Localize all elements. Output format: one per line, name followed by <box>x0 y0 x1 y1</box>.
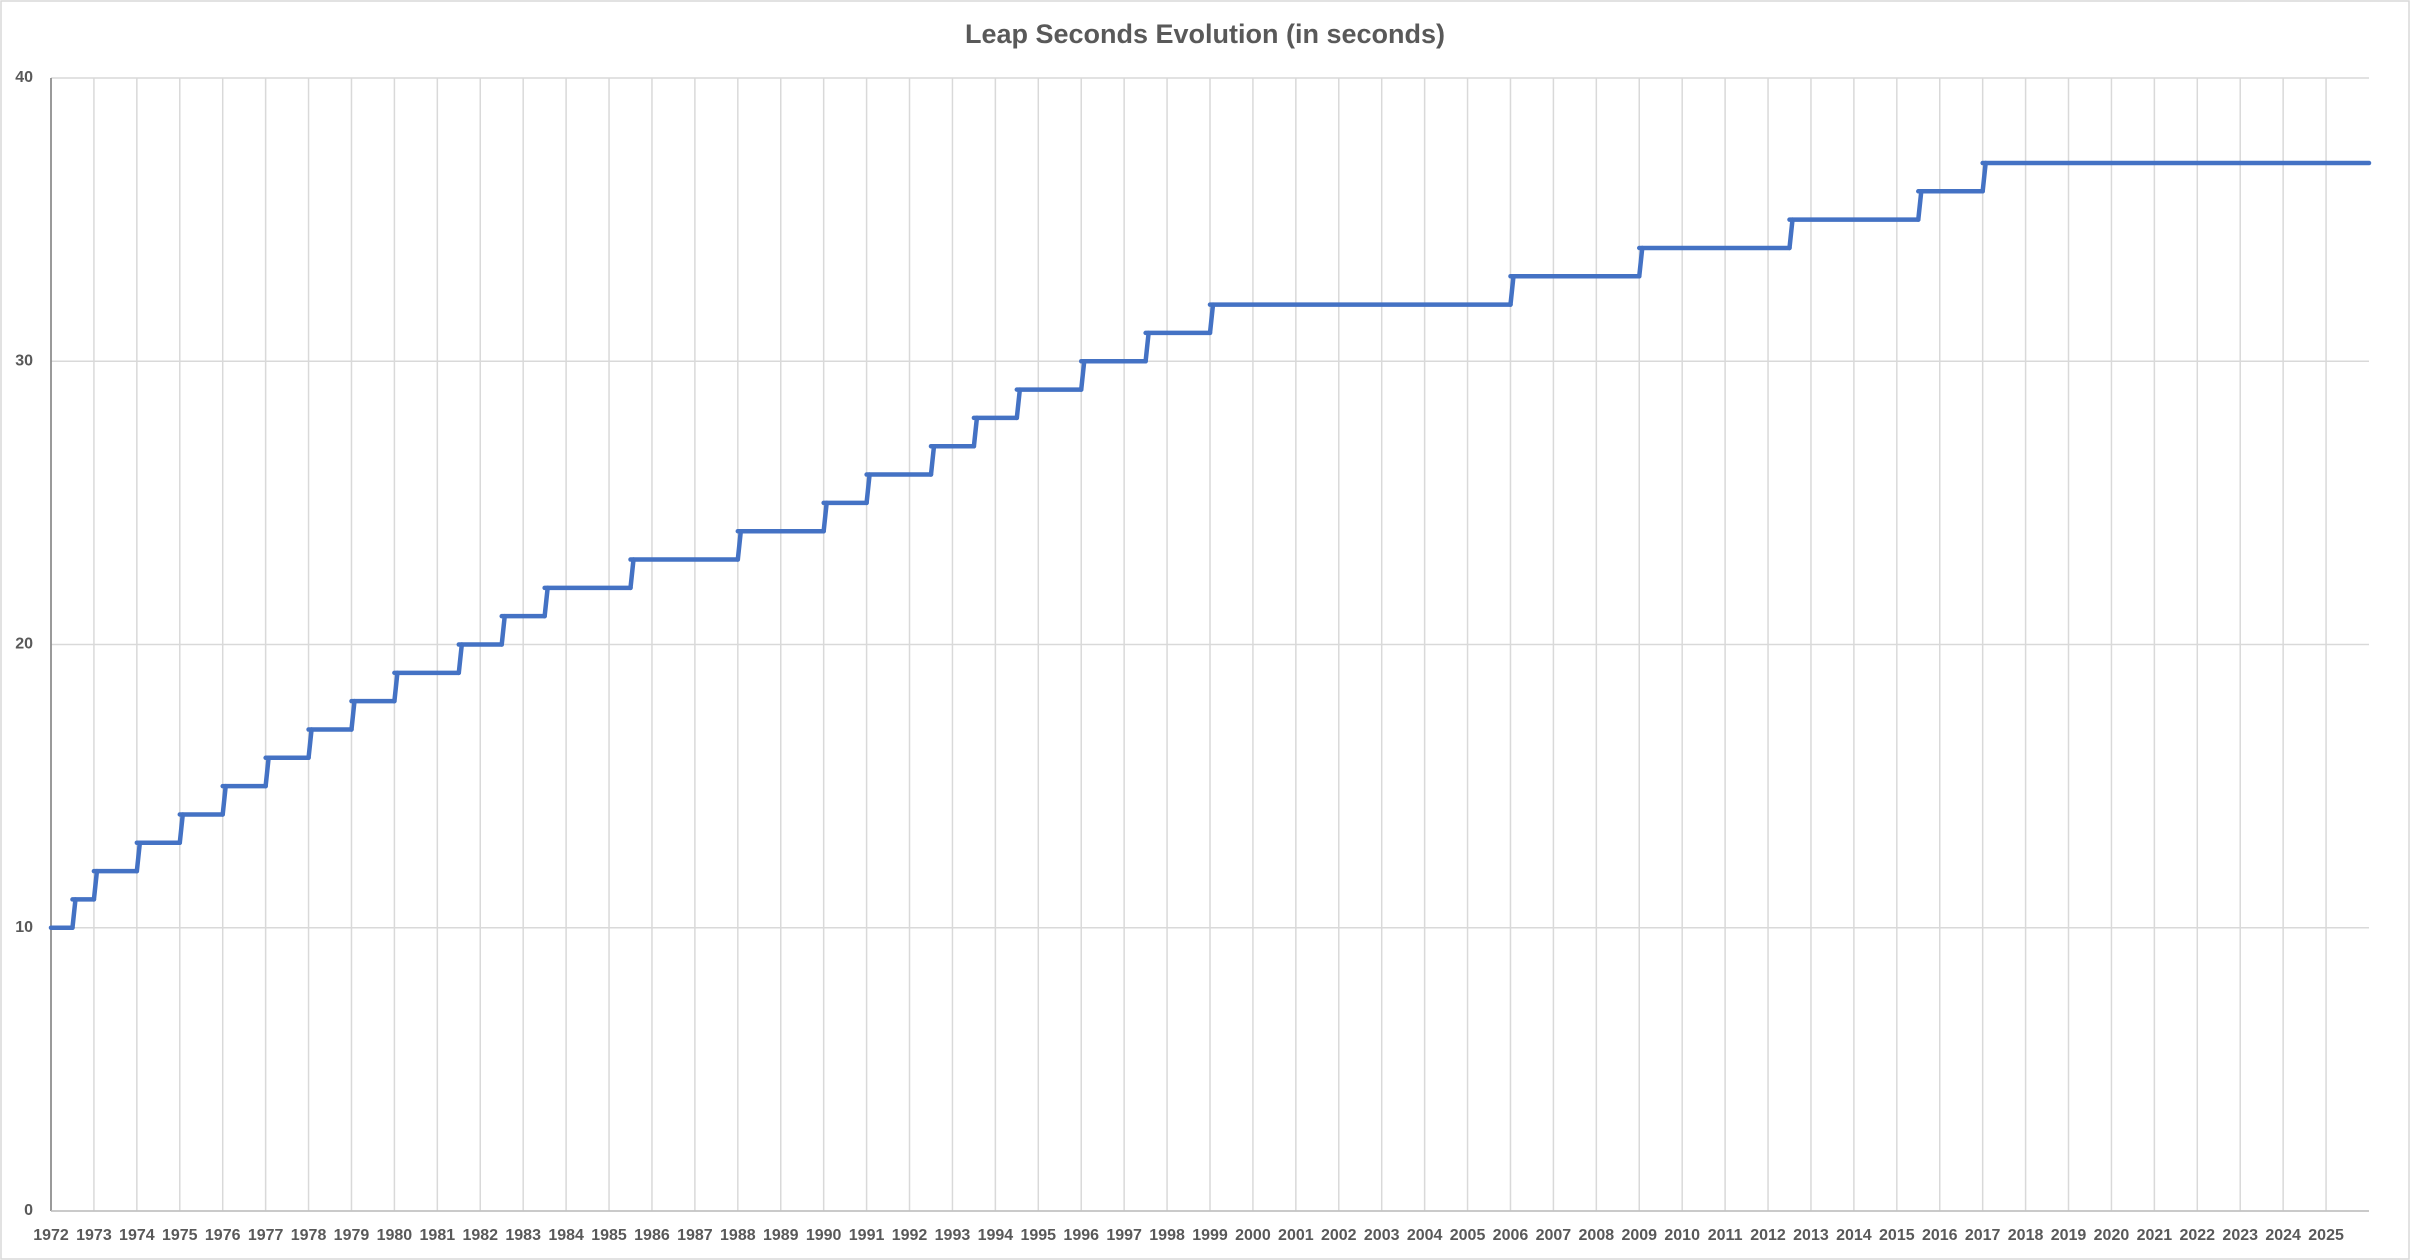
x-tick-label: 1998 <box>1149 1227 1185 1244</box>
step-riser <box>1207 302 1216 336</box>
step-riser <box>177 812 186 846</box>
x-tick-label: 1990 <box>806 1227 842 1244</box>
x-tick-label: 2016 <box>1922 1227 1958 1244</box>
chart-title: Leap Seconds Evolution (in seconds) <box>965 19 1445 49</box>
x-tick-label: 2019 <box>2051 1227 2087 1244</box>
x-tick-label: 1974 <box>119 1227 155 1244</box>
x-tick-label: 2015 <box>1879 1227 1915 1244</box>
x-tick-label: 1993 <box>935 1227 971 1244</box>
x-tick-label: 1976 <box>205 1227 241 1244</box>
x-tick-label: 2023 <box>2222 1227 2258 1244</box>
step-riser <box>220 783 228 817</box>
x-tick-label: 1975 <box>162 1227 198 1244</box>
step-riser <box>1143 330 1151 364</box>
x-tick-label: 1994 <box>978 1227 1014 1244</box>
step-riser <box>735 528 744 562</box>
step-riser <box>628 557 636 591</box>
y-tick-label: 30 <box>15 352 33 369</box>
x-tick-label: 2004 <box>1407 1227 1443 1244</box>
x-tick-label: 2024 <box>2265 1227 2301 1244</box>
step-riser <box>91 868 100 902</box>
x-tick-label: 1992 <box>892 1227 928 1244</box>
x-tick-label: 2021 <box>2137 1227 2173 1244</box>
x-tick-label: 2001 <box>1278 1227 1314 1244</box>
x-tick-label: 2008 <box>1579 1227 1615 1244</box>
x-tick-label: 2011 <box>1708 1227 1743 1244</box>
x-tick-label: 2022 <box>2179 1227 2215 1244</box>
step-riser <box>542 585 550 619</box>
x-tick-label: 2013 <box>1793 1227 1829 1244</box>
x-tick-label: 1986 <box>634 1227 670 1244</box>
x-tick-label: 1979 <box>334 1227 370 1244</box>
step-riser <box>821 500 829 534</box>
x-tick-label: 1988 <box>720 1227 756 1244</box>
step-riser <box>971 415 980 449</box>
step-riser <box>263 755 271 789</box>
x-tick-label: 1983 <box>505 1227 541 1244</box>
step-riser <box>1787 217 1795 251</box>
x-tick-label: 1980 <box>377 1227 413 1244</box>
step-riser <box>1980 160 1988 194</box>
x-tick-label: 1978 <box>291 1227 327 1244</box>
y-tick-label: 40 <box>15 69 33 86</box>
x-tick-label: 1972 <box>33 1227 69 1244</box>
x-tick-label: 1995 <box>1020 1227 1056 1244</box>
step-riser <box>349 698 357 732</box>
step-riser <box>1014 387 1023 421</box>
x-tick-label: 1996 <box>1063 1227 1099 1244</box>
y-tick-label: 20 <box>15 636 33 653</box>
x-tick-label: 2006 <box>1493 1227 1529 1244</box>
x-tick-label: 2017 <box>1965 1227 2001 1244</box>
x-tick-label: 2002 <box>1321 1227 1357 1244</box>
step-riser <box>499 613 507 647</box>
step-riser <box>1078 359 1087 392</box>
x-tick-label: 2009 <box>1621 1227 1657 1244</box>
x-tick-label: 1997 <box>1106 1227 1142 1244</box>
x-tick-label: 1989 <box>763 1227 799 1244</box>
step-riser <box>70 897 78 930</box>
x-tick-label: 1973 <box>76 1227 112 1244</box>
step-riser <box>392 670 400 704</box>
step-riser <box>928 443 937 477</box>
x-tick-label: 1977 <box>248 1227 284 1244</box>
step-riser <box>1637 245 1645 279</box>
step-riser <box>134 840 143 874</box>
x-tick-label: 1981 <box>420 1227 456 1244</box>
x-tick-label: 1991 <box>849 1227 885 1244</box>
x-tick-label: 1984 <box>548 1227 584 1244</box>
x-tick-label: 2025 <box>2308 1227 2344 1244</box>
x-tick-label: 2000 <box>1235 1227 1271 1244</box>
step-riser <box>864 472 872 506</box>
x-tick-label: 2005 <box>1450 1227 1486 1244</box>
x-tick-label: 2012 <box>1750 1227 1786 1244</box>
x-tick-label: 2007 <box>1536 1227 1572 1244</box>
step-riser <box>306 727 314 761</box>
x-tick-label: 1999 <box>1192 1227 1228 1244</box>
x-tick-label: 2003 <box>1364 1227 1400 1244</box>
x-tick-label: 2010 <box>1664 1227 1700 1244</box>
y-tick-label: 0 <box>24 1202 33 1219</box>
x-tick-label: 2020 <box>2094 1227 2130 1244</box>
x-tick-label: 1982 <box>462 1227 498 1244</box>
x-tick-label: 1987 <box>677 1227 713 1244</box>
step-riser <box>456 642 465 676</box>
step-riser <box>1508 274 1516 307</box>
x-tick-label: 2018 <box>2008 1227 2044 1244</box>
y-tick-label: 10 <box>15 919 33 936</box>
x-tick-label: 2014 <box>1836 1227 1872 1244</box>
x-tick-label: 1985 <box>591 1227 627 1244</box>
step-riser <box>1916 189 1924 222</box>
